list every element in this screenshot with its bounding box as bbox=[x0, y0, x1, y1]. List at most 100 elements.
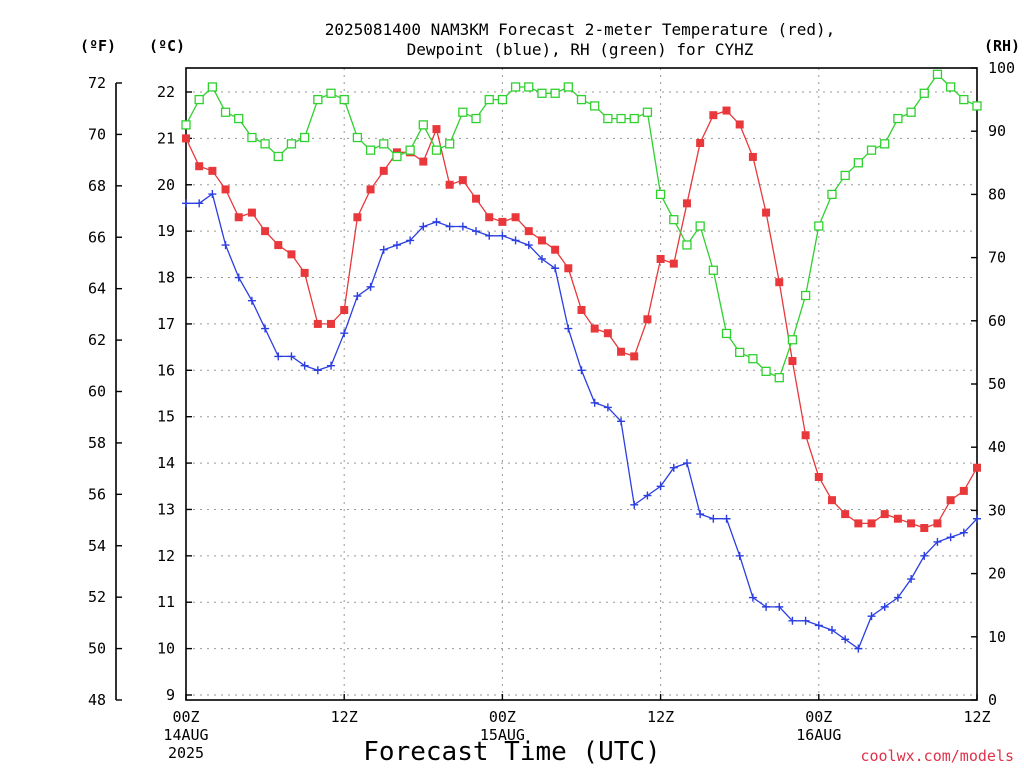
temperature-point bbox=[379, 166, 388, 175]
dewpoint-point bbox=[327, 361, 336, 370]
rh-line bbox=[185, 73, 978, 379]
dewpoint-point bbox=[247, 296, 256, 305]
rh-point bbox=[313, 94, 323, 105]
temperature-point bbox=[959, 486, 968, 495]
temperature-point bbox=[208, 166, 217, 175]
dewpoint-point bbox=[234, 273, 243, 282]
rh-series bbox=[181, 69, 982, 383]
temperature-point bbox=[537, 236, 546, 245]
rh-point bbox=[471, 113, 481, 124]
rh-tick-label: 0 bbox=[988, 691, 997, 709]
rh-point bbox=[510, 82, 521, 92]
celsius-unit-label: (ºC) bbox=[149, 37, 185, 55]
temperature-point bbox=[366, 185, 375, 194]
rh-point bbox=[247, 132, 257, 143]
rh-tick-label: 20 bbox=[988, 565, 1006, 583]
fahrenheit-tick-label: 50 bbox=[88, 640, 106, 658]
temperature-point bbox=[313, 319, 322, 328]
celsius-tick-label: 12 bbox=[157, 547, 175, 565]
dewpoint-point bbox=[551, 264, 560, 273]
temperature-point bbox=[603, 329, 612, 338]
rh-point bbox=[576, 94, 587, 105]
rh-point bbox=[392, 151, 402, 162]
celsius-tick-label: 16 bbox=[157, 361, 175, 379]
celsius-axis: 9 10 11 12 13 14 15 16 17 18 19 20 21 22 bbox=[157, 83, 192, 704]
dewpoint-point bbox=[893, 593, 902, 602]
rh-point bbox=[748, 354, 758, 364]
dewpoint-point bbox=[973, 514, 981, 523]
dewpoint-point bbox=[748, 593, 757, 602]
rh-point bbox=[853, 158, 863, 168]
rh-point bbox=[418, 120, 428, 130]
temperature-point bbox=[458, 176, 467, 185]
dewpoint-point bbox=[366, 282, 375, 291]
dewpoint-point bbox=[313, 366, 322, 375]
dewpoint-line bbox=[186, 192, 978, 650]
temperature-point bbox=[762, 208, 771, 217]
rh-point bbox=[721, 328, 732, 339]
temperature-point bbox=[630, 352, 639, 361]
rh-tick-label: 60 bbox=[988, 312, 1006, 330]
rh-point bbox=[550, 88, 560, 98]
dewpoint-point bbox=[392, 241, 401, 250]
rh-point bbox=[906, 107, 916, 117]
rh-point bbox=[629, 113, 639, 124]
temperature-point bbox=[221, 185, 230, 194]
temperature-point bbox=[182, 134, 190, 143]
dewpoint-point bbox=[788, 616, 797, 625]
rh-point bbox=[405, 145, 415, 155]
temperature-point bbox=[933, 519, 942, 528]
dewpoint-point bbox=[406, 236, 415, 245]
rh-tick-label: 50 bbox=[988, 375, 1006, 393]
temperature-point bbox=[748, 152, 757, 161]
dewpoint-series bbox=[182, 190, 981, 653]
rh-point bbox=[590, 101, 600, 111]
temperature-point bbox=[524, 227, 533, 236]
dewpoint-point bbox=[472, 227, 481, 236]
dewpoint-point bbox=[722, 514, 731, 523]
rh-point bbox=[537, 88, 547, 98]
temperature-point bbox=[722, 106, 731, 115]
dewpoint-point bbox=[208, 190, 217, 199]
celsius-tick-label: 17 bbox=[157, 315, 175, 333]
dewpoint-point bbox=[458, 222, 467, 231]
rh-point bbox=[972, 101, 982, 111]
rh-point bbox=[431, 145, 442, 155]
temperature-point bbox=[247, 208, 256, 217]
rh-point bbox=[220, 107, 231, 117]
temperature-point bbox=[287, 250, 296, 259]
dewpoint-point bbox=[340, 329, 349, 338]
temperature-point bbox=[577, 306, 586, 315]
celsius-tick-label: 14 bbox=[157, 454, 175, 472]
rh-point bbox=[880, 139, 890, 149]
temperature-point bbox=[893, 514, 902, 523]
rh-point bbox=[774, 373, 784, 383]
rh-tick-label: 40 bbox=[988, 438, 1006, 456]
dewpoint-point bbox=[617, 417, 626, 426]
dewpoint-point bbox=[907, 575, 916, 584]
rh-point bbox=[682, 240, 692, 250]
dewpoint-point bbox=[221, 241, 230, 250]
dewpoint-point bbox=[498, 231, 507, 240]
temperature-point bbox=[827, 496, 836, 505]
fahrenheit-tick-label: 70 bbox=[88, 125, 106, 143]
temperature-point bbox=[682, 199, 691, 208]
temperature-point bbox=[814, 472, 823, 481]
temperature-point bbox=[564, 264, 573, 273]
rh-point bbox=[840, 170, 850, 181]
dewpoint-point bbox=[762, 602, 771, 611]
dewpoint-point bbox=[590, 398, 599, 407]
fahrenheit-axis: 48 50 52 54 56 58 60 62 64 66 68 70 72 bbox=[88, 74, 122, 709]
rh-point bbox=[959, 94, 969, 105]
rh-point bbox=[603, 113, 613, 124]
rh-point bbox=[458, 107, 468, 117]
fahrenheit-tick-label: 64 bbox=[88, 280, 106, 298]
time-tick-label: 14AUG bbox=[163, 726, 208, 744]
dewpoint-point bbox=[682, 459, 691, 468]
rh-point bbox=[365, 145, 376, 155]
dewpoint-point bbox=[564, 324, 573, 333]
rh-point bbox=[445, 139, 455, 149]
temperature-point bbox=[841, 510, 850, 519]
dewpoint-point bbox=[485, 231, 494, 240]
